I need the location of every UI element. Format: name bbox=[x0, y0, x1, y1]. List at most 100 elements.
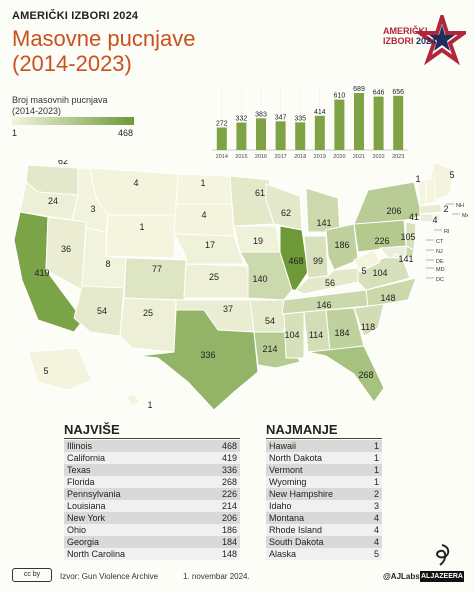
callout-ri: RI bbox=[444, 229, 450, 235]
aljazeera-wordmark: ALJAZEERA bbox=[420, 571, 464, 582]
bar-2017 bbox=[275, 121, 286, 150]
state-ak bbox=[27, 347, 93, 391]
state-value-ia: 19 bbox=[253, 236, 263, 246]
row-state: Texas bbox=[67, 465, 91, 475]
x-tick-2021: 2021 bbox=[353, 154, 365, 160]
state-value-sc: 118 bbox=[361, 322, 375, 332]
row-state: New Hampshire bbox=[269, 489, 334, 499]
state-az bbox=[73, 285, 125, 337]
row-value: 184 bbox=[221, 537, 237, 547]
row-value: 268 bbox=[221, 477, 237, 487]
x-tick-2019: 2019 bbox=[314, 154, 326, 160]
row-state: California bbox=[67, 453, 106, 463]
logo-line-1: AMERIČKI bbox=[383, 26, 428, 36]
election-star-logo bbox=[413, 15, 466, 66]
x-tick-2018: 2018 bbox=[294, 154, 306, 160]
bar-2014 bbox=[216, 127, 227, 150]
bar-2015 bbox=[236, 122, 247, 150]
logo-line-2: IZBORI 2024 bbox=[383, 36, 437, 46]
state-value-wi: 62 bbox=[281, 208, 291, 218]
state-tx bbox=[137, 309, 259, 411]
table-row: New York 206 bbox=[64, 512, 240, 524]
callout-md: MD bbox=[436, 267, 445, 273]
row-value: 214 bbox=[221, 501, 237, 511]
table-row: North Dakota 1 bbox=[266, 452, 382, 464]
row-state: Wyoming bbox=[269, 477, 307, 487]
bar-value-2020: 610 bbox=[334, 93, 346, 100]
bar-2020 bbox=[334, 99, 345, 150]
bar-2019 bbox=[314, 115, 325, 150]
table-row: Rhode Island 4 bbox=[266, 524, 382, 536]
state-value-nm: 25 bbox=[143, 308, 153, 318]
state-value-az: 54 bbox=[97, 306, 107, 316]
least-title: NAJMANJE bbox=[266, 422, 338, 437]
table-row: Louisiana 214 bbox=[64, 500, 240, 512]
state-value-ri: 4 bbox=[432, 215, 437, 225]
state-value-pa: 226 bbox=[374, 236, 389, 246]
row-value: 1 bbox=[373, 441, 379, 451]
table-row: South Dakota 4 bbox=[266, 536, 382, 548]
state-ms bbox=[283, 311, 305, 359]
table-row: Vermont 1 bbox=[266, 464, 382, 476]
state-wv bbox=[353, 249, 381, 273]
bar-value-2017: 347 bbox=[275, 114, 287, 121]
most-underline bbox=[64, 438, 240, 439]
table-row: Montana 4 bbox=[266, 512, 382, 524]
row-state: North Carolina bbox=[67, 549, 126, 559]
table-row: Pennsylvania 226 bbox=[64, 488, 240, 500]
state-hi bbox=[125, 393, 141, 407]
bar-2016 bbox=[256, 118, 266, 150]
state-value-fl: 268 bbox=[358, 370, 373, 380]
state-dc bbox=[393, 253, 399, 259]
state-value-ms: 104 bbox=[284, 330, 299, 340]
row-state: Louisiana bbox=[67, 501, 106, 511]
state-value-mo: 140 bbox=[252, 274, 267, 284]
state-value-wv: 5 bbox=[361, 266, 366, 276]
legend-label: Broj masovnih pucnjava (2014-2023) bbox=[12, 95, 108, 117]
legend-min: 1 bbox=[12, 128, 18, 138]
state-value-mt: 4 bbox=[133, 178, 138, 188]
least-table: Hawaii 1 North Dakota 1 Vermont 1 Wyoming 1 New … bbox=[266, 440, 382, 560]
x-tick-2022: 2022 bbox=[372, 154, 384, 160]
row-value: 1 bbox=[373, 453, 379, 463]
row-value: 226 bbox=[221, 489, 237, 499]
x-tick-2014: 2014 bbox=[216, 154, 228, 160]
bar-value-2022: 646 bbox=[373, 90, 385, 97]
state-value-ny: 206 bbox=[386, 206, 401, 216]
state-value-mn: 61 bbox=[255, 188, 265, 198]
table-row: Illinois 468 bbox=[64, 440, 240, 452]
state-sd bbox=[173, 203, 235, 237]
state-value-wa: 62 bbox=[58, 160, 68, 166]
row-value: 5 bbox=[373, 549, 379, 559]
table-row: Alaska 5 bbox=[266, 548, 382, 560]
bar-value-2015: 332 bbox=[236, 116, 248, 123]
bar-value-2016: 383 bbox=[255, 111, 267, 118]
bar-2022 bbox=[373, 96, 384, 150]
row-state: Hawaii bbox=[269, 441, 297, 451]
bar-value-2021: 689 bbox=[353, 86, 365, 93]
state-value-tx: 336 bbox=[200, 350, 215, 360]
bar-value-2014: 272 bbox=[216, 121, 228, 128]
state-ne bbox=[173, 233, 245, 265]
state-nm bbox=[119, 297, 177, 353]
row-state: Georgia bbox=[67, 537, 100, 547]
row-state: Montana bbox=[269, 513, 305, 523]
state-value-ca: 419 bbox=[34, 268, 49, 278]
row-value: 4 bbox=[373, 525, 379, 535]
row-state: New York bbox=[67, 513, 106, 523]
yearly-bar-chart: 272 2014 332 2015 383 2016 347 2017 335 2018 414 20… bbox=[212, 86, 408, 160]
row-value: 1 bbox=[373, 477, 379, 487]
state-value-ok: 37 bbox=[223, 304, 233, 314]
state-value-la: 214 bbox=[262, 344, 277, 354]
row-value: 3 bbox=[373, 501, 379, 511]
callout-ma: MA bbox=[462, 213, 468, 219]
table-row: Idaho 3 bbox=[266, 500, 382, 512]
state-value-ky: 56 bbox=[325, 278, 335, 288]
table-row: North Carolina 148 bbox=[64, 548, 240, 560]
x-tick-2017: 2017 bbox=[274, 154, 286, 160]
date: 1. novembar 2024. bbox=[183, 572, 250, 581]
state-value-nh: 2 bbox=[443, 204, 448, 214]
state-mt bbox=[89, 167, 179, 216]
state-me bbox=[429, 161, 455, 201]
row-value: 206 bbox=[221, 513, 237, 523]
